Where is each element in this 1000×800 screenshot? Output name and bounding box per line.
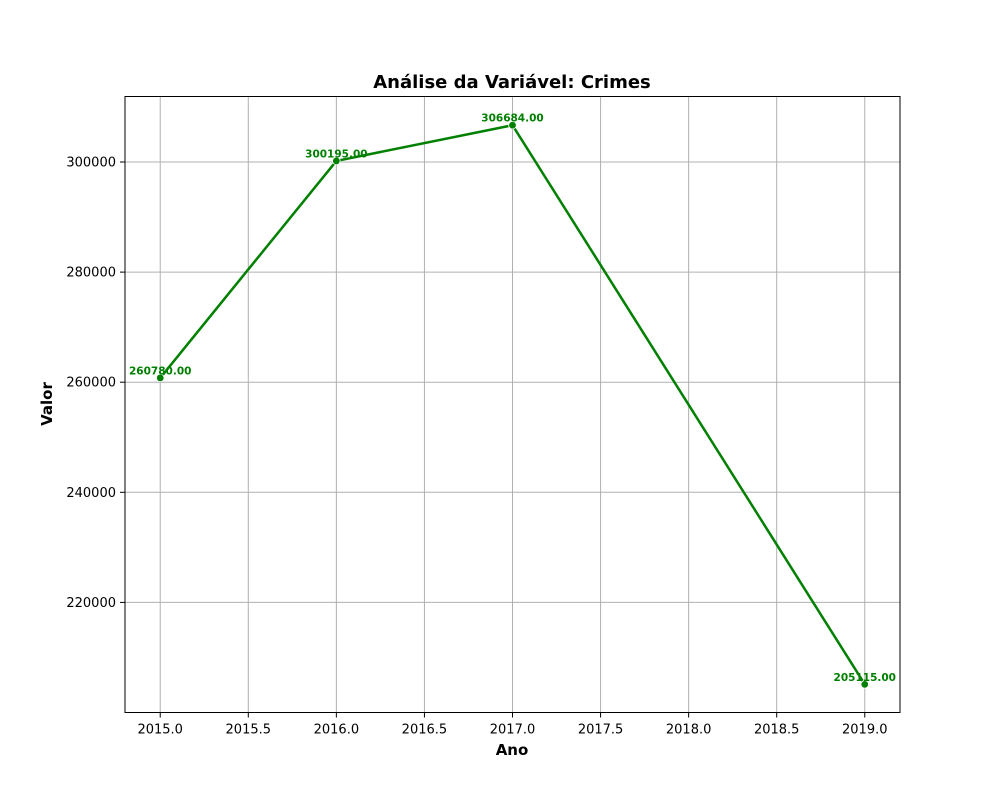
data-point bbox=[860, 680, 869, 689]
data-point bbox=[156, 373, 165, 383]
x-tick-label: 2016.5 bbox=[402, 723, 448, 738]
y-axis: 220000 240000 260000 280000 300000 bbox=[66, 156, 125, 611]
grid bbox=[125, 96, 900, 713]
data-labels: 260780.00 300195.00 306684.00 205115.00 bbox=[129, 113, 896, 684]
data-value-label: 300195.00 bbox=[305, 148, 367, 160]
data-point bbox=[332, 156, 341, 166]
data-value-label: 260780.00 bbox=[129, 365, 191, 377]
x-tick-label: 2015.5 bbox=[226, 723, 272, 738]
y-tick-label: 300000 bbox=[66, 156, 116, 171]
x-tick-label: 2017.5 bbox=[578, 723, 624, 738]
y-tick-label: 240000 bbox=[66, 486, 116, 501]
y-tick-label: 220000 bbox=[66, 596, 116, 611]
y-tick-label: 260000 bbox=[66, 376, 116, 391]
x-tick-label: 2018.5 bbox=[754, 723, 800, 738]
data-value-label: 205115.00 bbox=[834, 672, 896, 684]
y-axis-label: Valor bbox=[38, 382, 56, 426]
series bbox=[156, 121, 869, 689]
x-tick-label: 2015.0 bbox=[137, 723, 183, 738]
x-tick-label: 2018.0 bbox=[666, 723, 712, 738]
y-tick-label: 280000 bbox=[66, 266, 116, 281]
x-axis-label: Ano bbox=[496, 741, 529, 759]
series-line bbox=[159, 123, 866, 686]
data-value-label: 306684.00 bbox=[481, 113, 543, 125]
x-tick-label: 2019.0 bbox=[842, 723, 888, 738]
chart-title: Análise da Variável: Crimes bbox=[373, 72, 651, 93]
x-axis: 2015.0 2015.5 2016.0 2016.5 2017.0 2017.5 2018… bbox=[137, 712, 888, 738]
x-tick-label: 2017.0 bbox=[490, 723, 536, 738]
x-tick-label: 2016.0 bbox=[314, 723, 360, 738]
data-point bbox=[508, 121, 517, 130]
